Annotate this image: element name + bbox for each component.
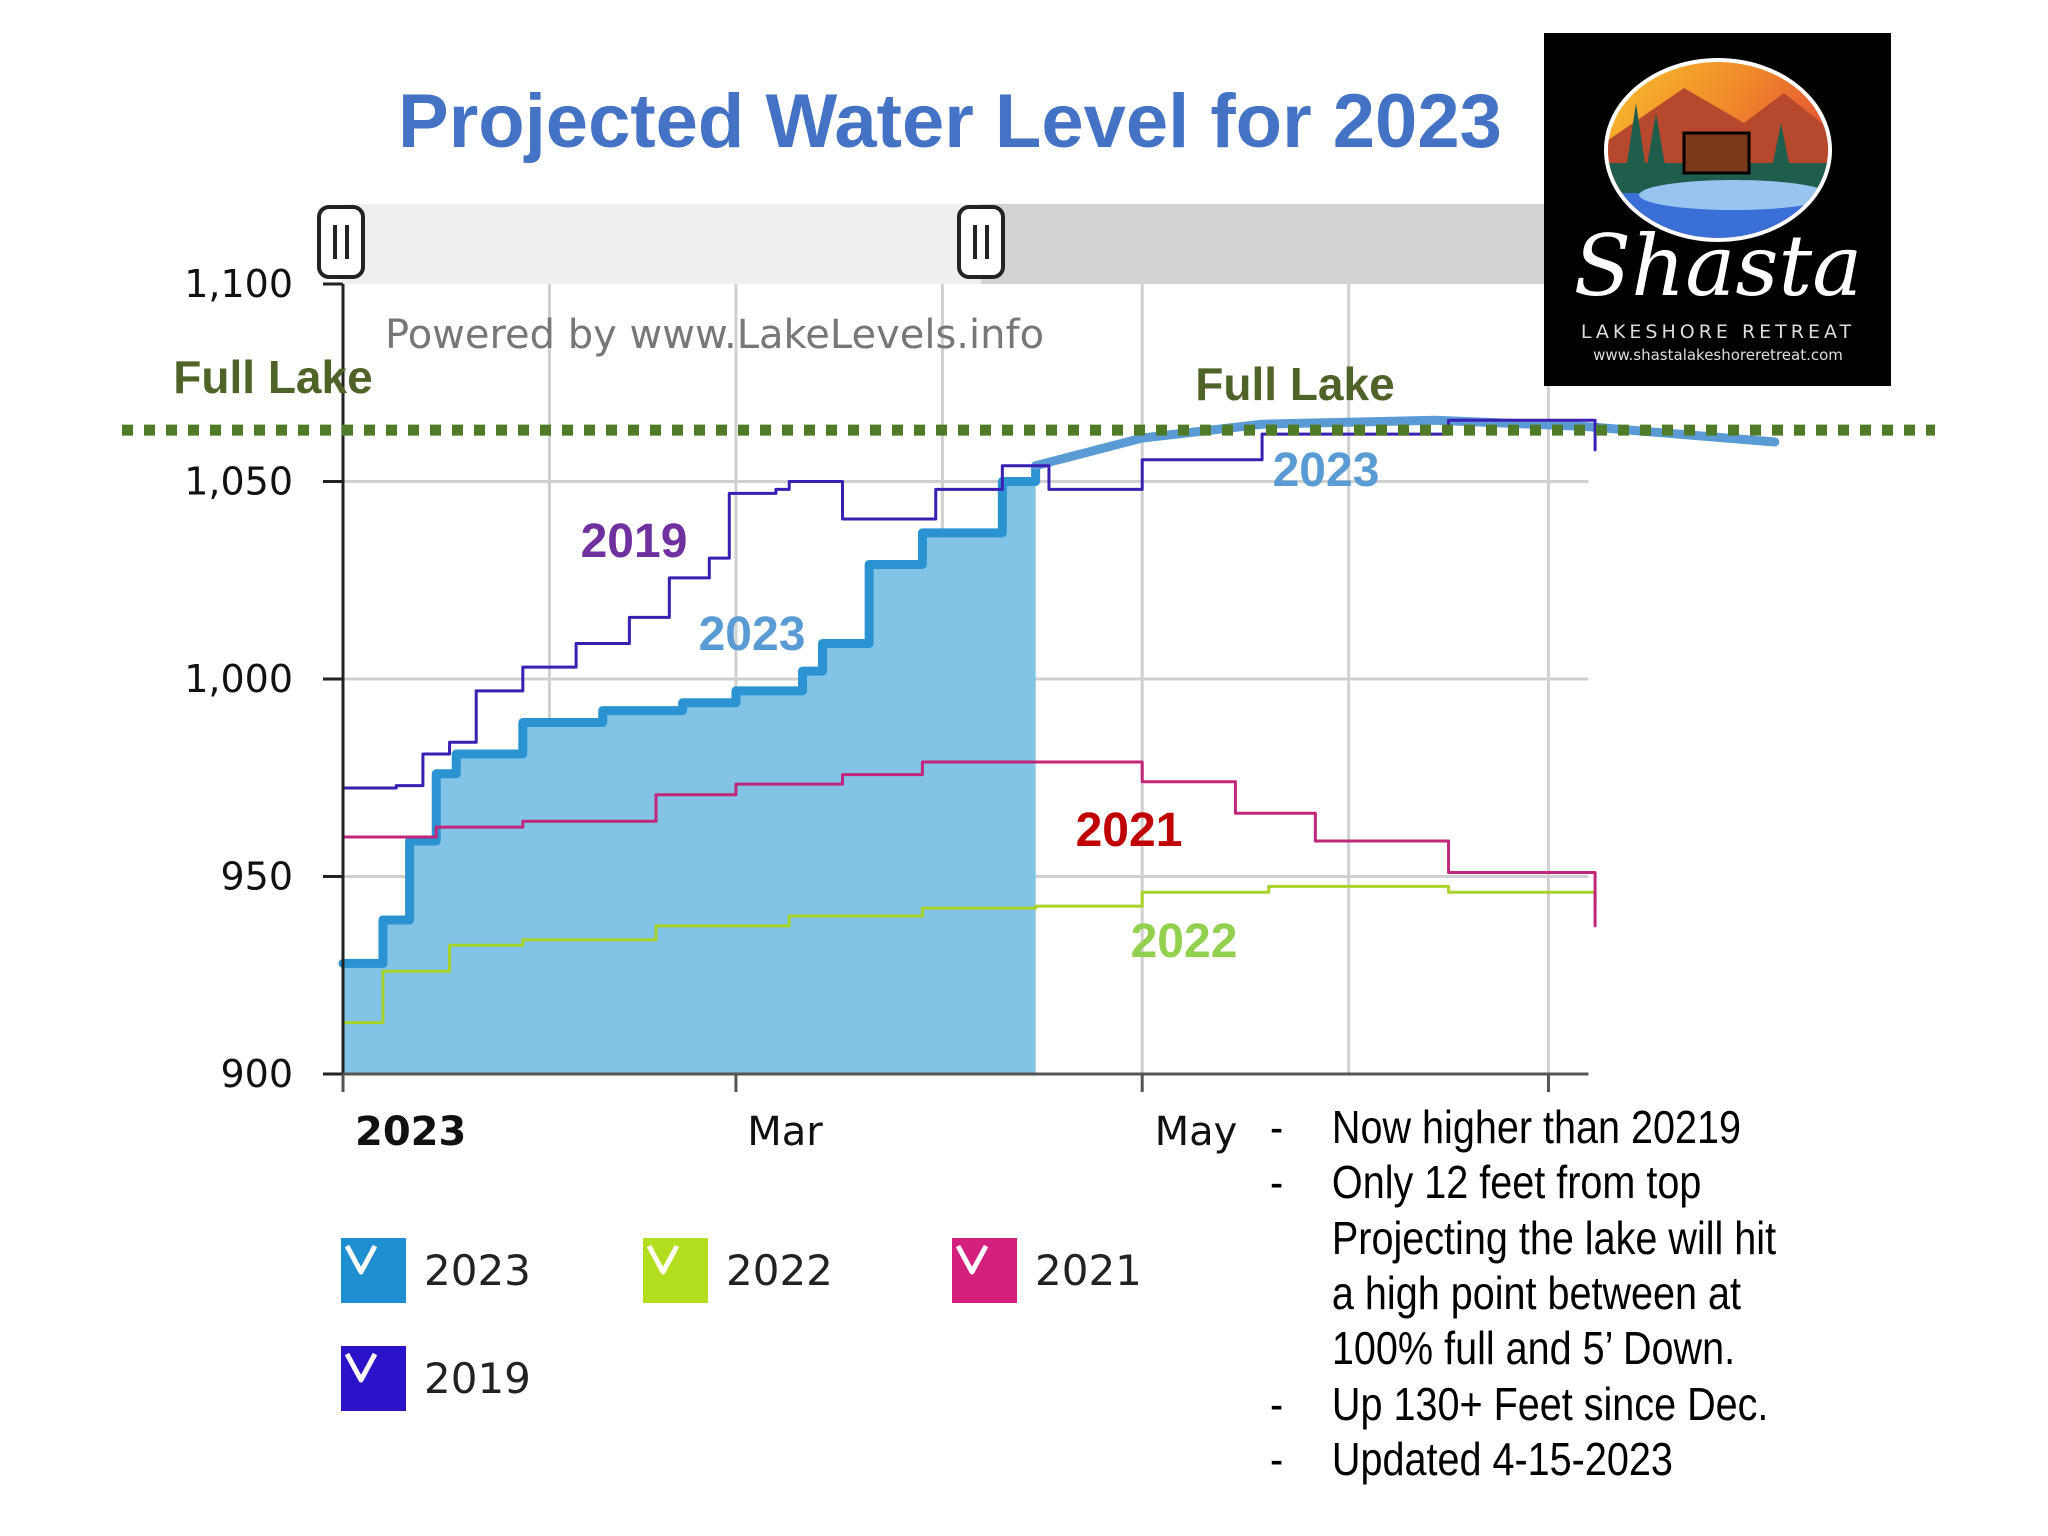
- y-tick-label: 900: [220, 1052, 293, 1096]
- legend-label: 2022: [726, 1246, 833, 1295]
- legend-label: 2023: [424, 1246, 531, 1295]
- scrollbar-selected-range[interactable]: [343, 204, 981, 284]
- note-text: 100% full and 5’ Down.: [1331, 1322, 1736, 1375]
- shasta-lakeshore-retreat-logo: Shasta LAKESHORE RETREAT www.shastalakes…: [1544, 33, 1891, 386]
- checkmark-icon: [344, 1352, 378, 1383]
- logo-graphic: Shasta LAKESHORE RETREAT www.shastalakes…: [1574, 58, 1863, 364]
- note-text: Now higher than 20219: [1331, 1101, 1742, 1153]
- checkmark-icon: [955, 1244, 989, 1275]
- watermark: Powered by www.LakeLevels.info: [385, 312, 1044, 358]
- note-line: 100% full and 5’ Down.: [1270, 1321, 1735, 1375]
- axes: 1,100 1,050 1,000 950 900 2023 Mar May: [184, 262, 1589, 1155]
- note-bullet: -: [1270, 1432, 1284, 1485]
- scrollbar-left-handle[interactable]: [317, 205, 365, 279]
- note-bullet: -: [1270, 1101, 1284, 1153]
- x-tick-label: Mar: [747, 1109, 823, 1155]
- series-annotation: 2023: [699, 608, 806, 661]
- note-line: - Up 130+ Feet since Dec.: [1270, 1377, 1768, 1431]
- logo-subtitle: LAKESHORE RETREAT: [1581, 321, 1855, 343]
- legend-label: 2021: [1035, 1246, 1142, 1295]
- note-text: a high point between at: [1331, 1266, 1742, 1319]
- series-line-2021: [341, 760, 1597, 928]
- range-scrollbar[interactable]: [317, 204, 1544, 284]
- full-lake-label: Full Lake: [173, 351, 372, 403]
- note-text: Up 130+ Feet since Dec.: [1331, 1377, 1769, 1430]
- legend-label: 2019: [424, 1354, 531, 1403]
- full-lake-label: Full Lake: [1195, 358, 1394, 410]
- series-line-2023-projection: [1031, 415, 1780, 471]
- note-text: Projecting the lake will hit: [1331, 1211, 1777, 1264]
- note-bullet: -: [1270, 1377, 1284, 1430]
- y-tick-label: 1,100: [184, 262, 293, 306]
- chart-title: Projected Water Level for 2023: [398, 79, 1502, 164]
- note-text: Updated 4-15-2023: [1331, 1432, 1673, 1485]
- legend-item-2019[interactable]: 2019: [341, 1346, 531, 1411]
- series-line-2019: [341, 418, 1597, 790]
- series-annotation: 2023: [1273, 444, 1380, 497]
- note-line: - Updated 4-15-2023: [1270, 1432, 1673, 1486]
- scrollbar-track[interactable]: [981, 204, 1544, 284]
- series-annotation: 2021: [1076, 804, 1183, 857]
- note-line: Projecting the lake will hit: [1270, 1211, 1776, 1265]
- y-tick-label: 1,050: [184, 460, 293, 504]
- legend-item-2022[interactable]: 2022: [643, 1238, 833, 1303]
- y-tick-label: 950: [220, 855, 293, 899]
- logo-wordmark: Shasta: [1574, 217, 1863, 315]
- series-annotation: 2022: [1131, 915, 1238, 968]
- x-tick-label: 2023: [355, 1109, 466, 1155]
- scrollbar-right-handle[interactable]: [957, 205, 1005, 279]
- y-tick-label: 1,000: [184, 657, 293, 701]
- logo-url: www.shastalakeshoreretreat.com: [1593, 346, 1843, 364]
- note-line: - Now higher than 20219: [1270, 1100, 1741, 1154]
- legend-checkbox[interactable]: [341, 1238, 406, 1303]
- legend-item-2021[interactable]: 2021: [952, 1238, 1142, 1303]
- legend-item-2023[interactable]: 2023: [341, 1238, 531, 1303]
- legend-checkbox[interactable]: [341, 1346, 406, 1411]
- note-text: Only 12 feet from top: [1331, 1156, 1702, 1209]
- series-line-2023: [338, 461, 1041, 968]
- series-fill-2023: [343, 465, 1036, 1074]
- legend-checkbox[interactable]: [952, 1238, 1017, 1303]
- note-bullet: -: [1270, 1156, 1284, 1209]
- series-annotation: 2019: [581, 515, 688, 568]
- note-line: - Only 12 feet from top: [1270, 1155, 1701, 1209]
- series-line-2022: [341, 884, 1597, 1025]
- note-line: a high point between at: [1270, 1266, 1741, 1320]
- checkmark-icon: [646, 1244, 680, 1275]
- x-tick-label: May: [1155, 1109, 1238, 1155]
- checkmark-icon: [344, 1244, 378, 1275]
- legend-checkbox[interactable]: [643, 1238, 708, 1303]
